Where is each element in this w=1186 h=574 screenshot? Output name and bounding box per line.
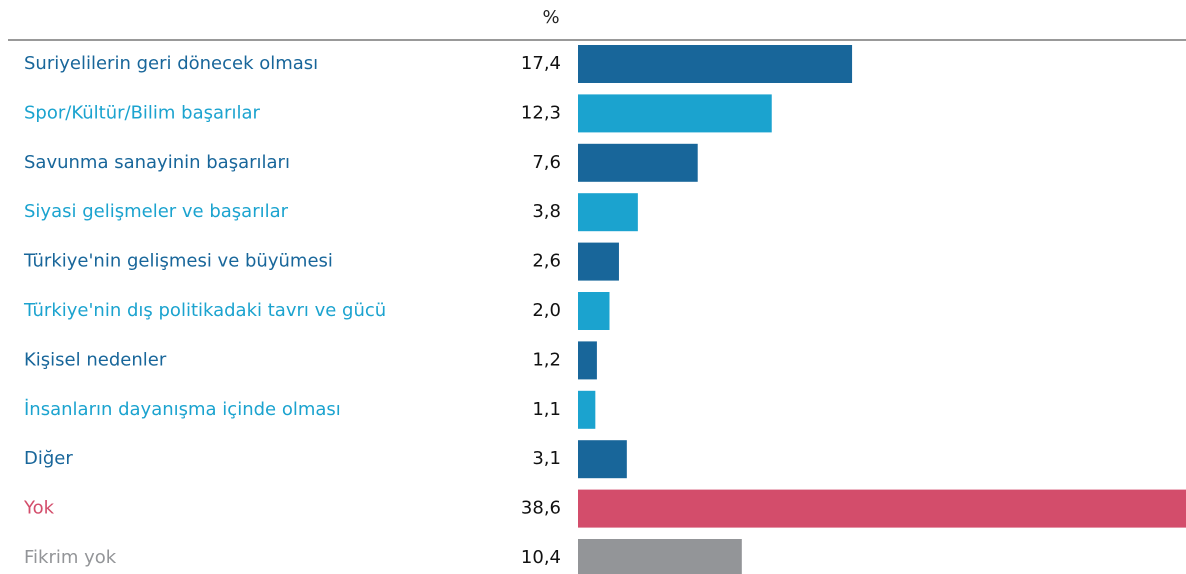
bar — [578, 341, 597, 380]
value-label: 1,2 — [532, 349, 561, 370]
bar — [578, 539, 742, 574]
category-label: Savunma sanayinin başarıları — [24, 152, 290, 173]
category-label: Fikrim yok — [24, 547, 117, 568]
bar — [578, 143, 698, 182]
value-label: 2,6 — [532, 251, 561, 272]
bar — [578, 292, 610, 330]
bar — [578, 242, 619, 281]
category-label: Yok — [23, 498, 55, 519]
category-label: Türkiye'nin dış politikadaki tavrı ve gü… — [23, 300, 386, 321]
category-label: Diğer — [24, 448, 73, 469]
value-label: 17,4 — [521, 53, 561, 74]
value-label: 1,1 — [532, 399, 561, 420]
category-label: Kişisel nedenler — [24, 349, 167, 370]
value-label: 7,6 — [532, 152, 561, 173]
value-label: 2,0 — [532, 300, 561, 321]
category-label: Siyasi gelişmeler ve başarılar — [24, 201, 289, 222]
category-label: Suriyelilerin geri dönecek olması — [24, 53, 318, 74]
category-label: Türkiye'nin gelişmesi ve büyümesi — [23, 251, 333, 272]
bar — [578, 45, 853, 83]
category-label: Spor/Kültür/Bilim başarılar — [24, 102, 260, 123]
bar — [578, 440, 627, 479]
bar — [578, 489, 1186, 528]
category-label: İnsanların dayanışma içinde olması — [24, 399, 341, 420]
value-label: 38,6 — [521, 498, 561, 519]
value-label: 12,3 — [521, 102, 561, 123]
bar — [578, 94, 772, 133]
bar — [578, 193, 638, 232]
bar — [578, 390, 596, 429]
value-header: % — [542, 7, 559, 28]
value-label: 10,4 — [521, 547, 561, 568]
value-label: 3,1 — [532, 448, 561, 469]
value-label: 3,8 — [532, 201, 561, 222]
